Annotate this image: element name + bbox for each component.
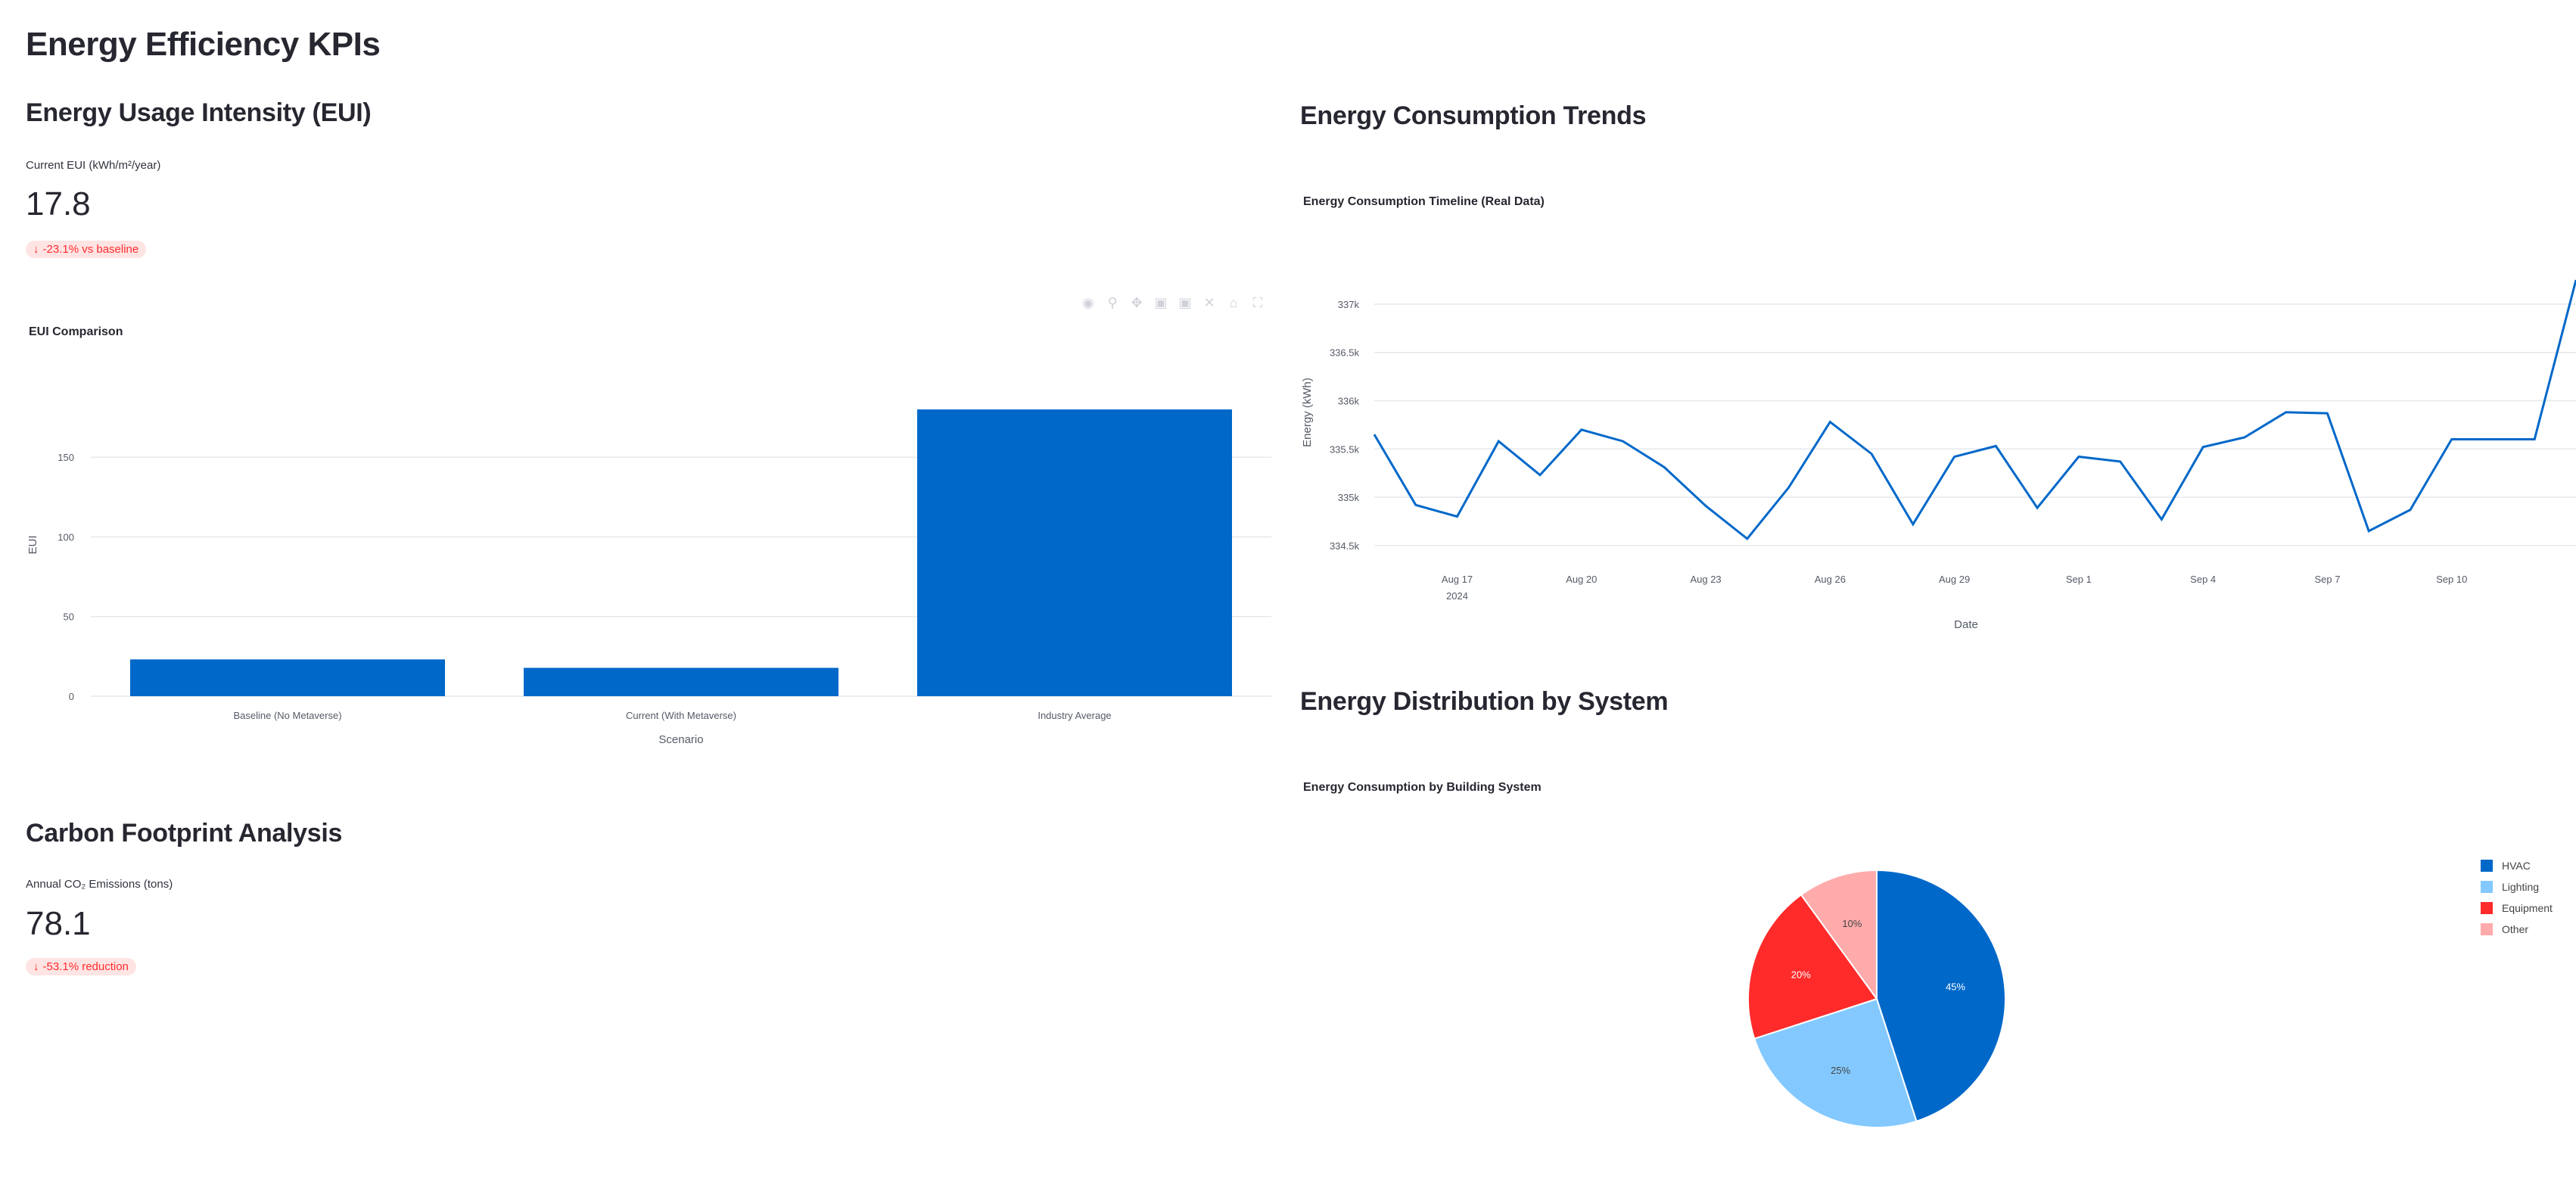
legend-item[interactable]: Equipment	[2481, 897, 2553, 919]
page-title: Energy Efficiency KPIs	[26, 26, 381, 63]
carbon-heading: Carbon Footprint Analysis	[26, 819, 343, 848]
pie-slice[interactable]	[1800, 869, 1878, 1002]
x-tick-label: Aug 20	[1566, 574, 1597, 585]
legend-label: Lighting	[2502, 881, 2540, 893]
pie-chart-slices	[1747, 869, 2007, 1128]
eui-delta-badge: ↓ -23.1% vs baseline	[26, 241, 147, 258]
fullscreen-icon[interactable]: ⛶	[1252, 295, 1263, 310]
x-tick-year-label: 2024	[1446, 590, 1468, 602]
energy-pie-chart: 45% 25% 20% 10%	[1747, 869, 2007, 1128]
y-tick-label: 336.5k	[1330, 347, 1360, 359]
trends-heading: Energy Consumption Trends	[1300, 101, 1647, 130]
bar-chart-y-axis-title: EUI	[26, 535, 39, 554]
y-tick-label: 0	[69, 691, 74, 702]
y-tick-label: 100	[58, 531, 74, 543]
x-tick-label: Sep 1	[2066, 574, 2092, 585]
pie-chart-legend: HVAC Lighting Equipment Other	[2481, 855, 2553, 940]
camera-icon[interactable]: ◉	[1082, 295, 1094, 310]
eui-delta-text: -23.1% vs baseline	[42, 243, 139, 256]
y-tick-label: 334.5k	[1330, 540, 1360, 552]
line-chart-x-ticks: Aug 17 Aug 20 Aug 23 Aug 26 Aug 29 Sep 1 Sep 4…	[1442, 574, 2467, 602]
zoom-icon[interactable]: ⚲	[1107, 295, 1118, 310]
pie-slice[interactable]	[1753, 997, 1918, 1128]
line-chart-y-axis-title: Energy (kWh)	[1301, 378, 1314, 447]
x-tick-label: Aug 29	[1939, 574, 1970, 585]
pie-chart-labels: 45% 25% 20% 10%	[1791, 918, 1966, 1076]
eui-bar-chart: 0 50 100 150 Baseline (No Metaverse) Current…	[26, 409, 1271, 746]
line-chart-grid	[1374, 303, 2576, 546]
legend-swatch	[2481, 923, 2493, 935]
legend-item[interactable]: Lighting	[2481, 876, 2553, 897]
legend-swatch	[2481, 881, 2493, 893]
legend-label: HVAC	[2502, 860, 2531, 872]
pie-slice-label: 20%	[1791, 969, 1811, 980]
reset-icon[interactable]: ⌂	[1229, 295, 1238, 310]
x-tick-label: Aug 23	[1690, 574, 1721, 585]
y-tick-label: 335.5k	[1330, 443, 1360, 455]
x-tick-label: Sep 7	[2314, 574, 2340, 585]
y-tick-label: 50	[64, 611, 74, 623]
carbon-delta-badge: ↓ -53.1% reduction	[26, 958, 136, 975]
pie-slice-label: 45%	[1946, 981, 1965, 993]
autoscale-icon[interactable]: ✕	[1203, 295, 1215, 310]
line-chart-y-ticks: 334.5k 335k 335.5k 336k 336.5k 337k	[1330, 299, 1360, 552]
arrow-down-icon: ↓	[33, 960, 39, 973]
legend-swatch	[2481, 902, 2493, 914]
bar-chart-title: EUI Comparison	[29, 325, 123, 338]
x-tick-label: Sep 4	[2190, 574, 2216, 585]
y-tick-label: 150	[58, 452, 74, 463]
y-tick-label: 336k	[1338, 395, 1360, 406]
carbon-metric-label: Annual CO₂ Emissions (tons)	[26, 878, 173, 891]
x-tick-label: Current (With Metaverse)	[626, 710, 736, 721]
line-chart-title: Energy Consumption Timeline (Real Data)	[1303, 195, 1545, 208]
pan-icon[interactable]: ✥	[1131, 295, 1143, 310]
legend-label: Other	[2502, 923, 2529, 935]
pie-chart-title: Energy Consumption by Building System	[1303, 781, 1542, 794]
x-tick-label: Sep 10	[2436, 574, 2467, 585]
bar-chart-x-ticks: Baseline (No Metaverse) Current (With Met…	[233, 710, 1111, 721]
pie-slice[interactable]	[1876, 869, 2007, 1122]
eui-heading: Energy Usage Intensity (EUI)	[26, 98, 372, 127]
eui-metric-value: 17.8	[26, 185, 91, 222]
eui-metric-label: Current EUI (kWh/m²/year)	[26, 159, 161, 172]
x-tick-label: Aug 26	[1815, 574, 1846, 585]
bar[interactable]	[917, 409, 1232, 696]
distribution-heading: Energy Distribution by System	[1300, 687, 1669, 716]
arrow-down-icon: ↓	[33, 243, 39, 256]
x-tick-label: Baseline (No Metaverse)	[233, 710, 341, 721]
zoom-out-icon[interactable]: ▣	[1178, 295, 1192, 310]
carbon-metric-value: 78.1	[26, 905, 91, 942]
bar[interactable]	[130, 659, 445, 696]
pie-slice[interactable]	[1747, 894, 1878, 1040]
line-chart-series	[1373, 279, 2576, 540]
legend-swatch	[2481, 860, 2493, 872]
bar-chart-x-axis-title: Scenario	[658, 733, 703, 746]
zoom-in-icon[interactable]: ▣	[1154, 295, 1168, 310]
y-tick-label: 335k	[1338, 492, 1360, 503]
y-tick-label: 337k	[1338, 299, 1360, 310]
legend-label: Equipment	[2502, 902, 2553, 914]
bar-chart-bars	[130, 409, 1232, 696]
chart-toolbar: ◉ ⚲ ✥ ▣ ▣ ✕ ⌂ ⛶	[1081, 295, 1265, 310]
line-chart-x-axis-title: Date	[1954, 618, 1978, 631]
x-tick-label: Aug 17	[1442, 574, 1473, 585]
legend-item[interactable]: Other	[2481, 919, 2553, 940]
carbon-delta-text: -53.1% reduction	[42, 960, 129, 973]
bar-chart-y-ticks: 0 50 100 150	[58, 452, 74, 702]
pie-slice-label: 10%	[1842, 918, 1862, 929]
legend-item[interactable]: HVAC	[2481, 855, 2553, 876]
pie-slice-label: 25%	[1831, 1065, 1850, 1076]
x-tick-label: Industry Average	[1038, 710, 1111, 721]
bar[interactable]	[524, 667, 838, 696]
